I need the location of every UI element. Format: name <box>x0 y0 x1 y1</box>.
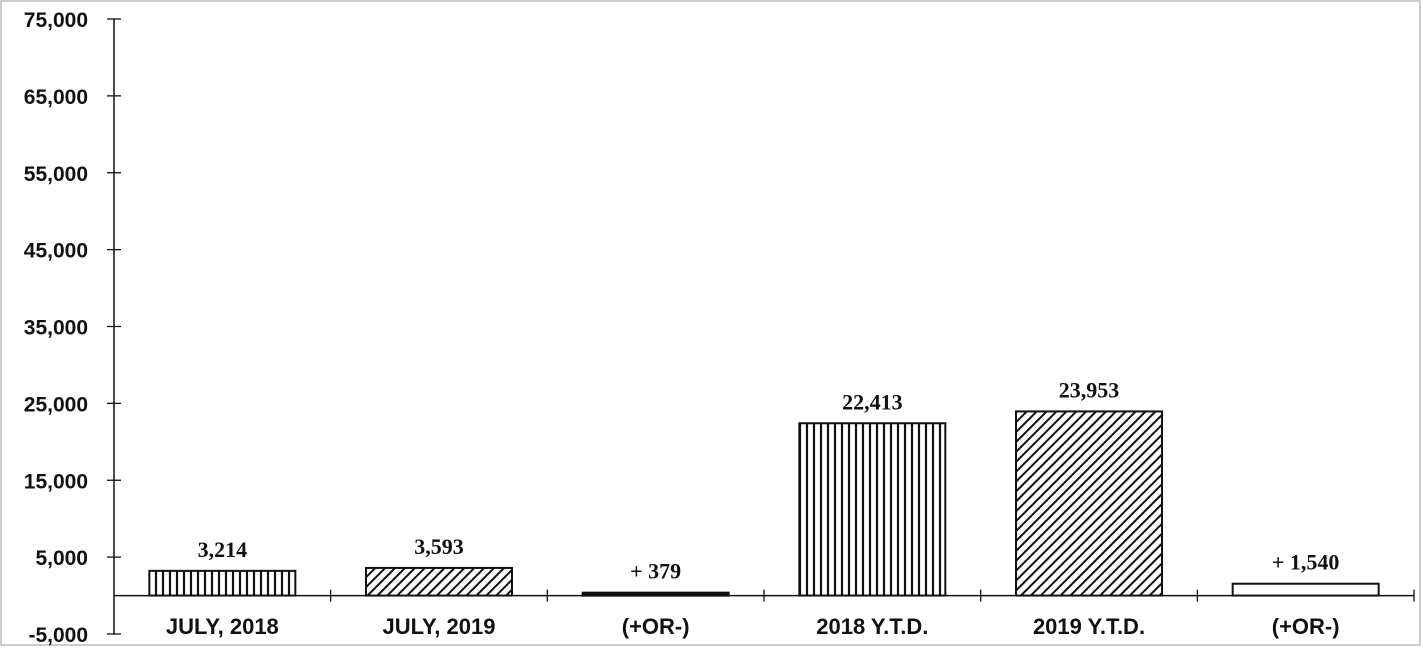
axes: -5,000 5,000 15,000 25,000 35,000 45,000 55,00… <box>24 9 1415 647</box>
y-tick-label: 55,000 <box>24 163 88 186</box>
bar <box>1231 582 1380 597</box>
data-label: 22,413 <box>842 389 903 414</box>
y-tick-label: 35,000 <box>24 317 88 340</box>
data-label: + 379 <box>630 559 681 584</box>
y-tick-label: 65,000 <box>24 86 88 109</box>
data-label: 23,953 <box>1059 377 1120 402</box>
data-label: 3,214 <box>198 537 248 562</box>
y-tick-label: 5,000 <box>35 547 88 570</box>
data-label: 3,593 <box>414 534 464 559</box>
bar <box>1015 410 1163 597</box>
bar <box>148 569 297 597</box>
data-label: + 1,540 <box>1272 550 1340 575</box>
y-tick-label: 45,000 <box>24 240 88 263</box>
category-label: (+OR-) <box>622 614 690 639</box>
y-tick-label: -5,000 <box>28 624 88 647</box>
category-label: JULY, 2018 <box>166 614 279 639</box>
bar <box>798 422 947 597</box>
category-label: 2018 Y.T.D. <box>816 614 928 639</box>
category-label: JULY, 2019 <box>383 614 496 639</box>
category-label: (+OR-) <box>1272 614 1340 639</box>
labels: 3,214 JULY, 2018 3,593 JULY, 2019 + 379 (+OR-… <box>166 377 1340 639</box>
category-label: 2019 Y.T.D. <box>1033 614 1145 639</box>
bar <box>365 566 513 597</box>
bar <box>581 591 730 597</box>
bars <box>148 410 1380 597</box>
y-tick-label: 15,000 <box>24 470 88 493</box>
y-tick-label: 25,000 <box>24 393 88 416</box>
y-tick-label: 75,000 <box>24 9 88 32</box>
